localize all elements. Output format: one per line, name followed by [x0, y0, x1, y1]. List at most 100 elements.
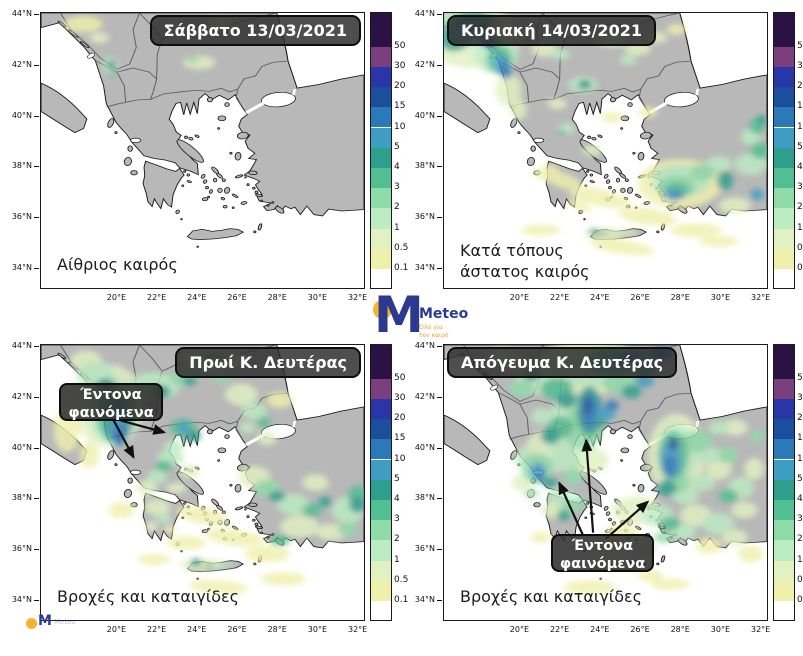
lon-tick-label: 24°E	[187, 293, 207, 302]
arrow-annotations	[112, 419, 167, 459]
colorbar-cell	[774, 580, 794, 601]
weather-note-line: Αίθριος καιρός	[57, 255, 178, 275]
lon-tick-label: 20°E	[106, 293, 127, 302]
colorbar-tick-label: 0.1	[394, 595, 409, 605]
lat-tick-label: 42°N	[11, 59, 32, 69]
colorbar-tick-label: 1	[394, 222, 400, 233]
lon-tick-label: 28°E	[670, 293, 690, 302]
colorbar-cell	[774, 269, 794, 288]
colorbar-tick-label: 0.5	[394, 574, 409, 585]
colorbar-tick-label: 1	[394, 554, 400, 565]
colorbar-cell	[774, 378, 794, 399]
colorbar-cell	[371, 580, 391, 601]
colorbar-tick-label: 10	[797, 121, 803, 132]
intense-arrow	[581, 438, 595, 533]
intense-label-line: φαινόμενα	[559, 556, 646, 573]
colorbar-cell	[371, 419, 391, 440]
lon-tick-label: 30°E	[710, 625, 731, 634]
weather-note-line: Κατά τόπους	[460, 241, 564, 261]
lon-tick-label: 32°E	[347, 625, 368, 634]
lat-tick	[34, 115, 39, 117]
lat-tick-label: 44°N	[11, 341, 32, 350]
lat-tick	[437, 549, 442, 551]
map-plot: Σάββατο 13/03/2021 Αίθριος καιρός	[40, 12, 365, 289]
lat-tick	[34, 346, 39, 347]
map-plot: Πρωί Κ. Δευτέρας Έντονα φαινόμενα Βροχές …	[40, 344, 365, 621]
colorbar-tick-label: 2	[797, 534, 803, 545]
lat-tick-label: 38°N	[414, 493, 435, 503]
precipitation-colorbar	[773, 344, 795, 621]
lat-tick	[34, 64, 39, 66]
colorbar-cell	[774, 87, 794, 108]
colorbar-tick-label: 30	[797, 392, 803, 403]
colorbar-tick-label: 0.1	[394, 263, 409, 273]
intense-phenomena-callout: Έντονα φαινόμενα	[551, 534, 654, 572]
colorbar-cell	[774, 540, 794, 561]
lon-tick-label: 24°E	[590, 625, 610, 634]
colorbar-tick-label: 30	[797, 60, 803, 71]
lon-tick-label: 22°E	[146, 293, 167, 302]
meteo-tagline-line2: τον καιρό	[419, 331, 449, 339]
colorbar-cell	[371, 147, 391, 168]
weather-note-line: Βροχές και καταιγίδες	[57, 587, 240, 607]
lat-tick-label: 44°N	[414, 341, 435, 350]
colorbar-cell	[774, 499, 794, 521]
forecast-panel-monday-afternoon: 44°N 42°N 40°N 38°N 36°N 34°N Απόγευμα Κ. Δευ…	[411, 341, 803, 646]
colorbar-tick-label: 4	[797, 493, 803, 504]
colorbar-tick-label: 5	[394, 141, 400, 152]
lon-tick-label: 32°E	[750, 293, 771, 302]
colorbar-cell	[371, 560, 391, 581]
lon-tick-label: 20°E	[509, 293, 530, 302]
colorbar-cell	[774, 601, 794, 620]
lat-tick	[34, 447, 39, 449]
lon-tick-label: 24°E	[590, 293, 610, 302]
colorbar-cell	[371, 439, 391, 460]
colorbar-tick-label: 30	[394, 60, 406, 71]
lat-tick-label: 36°N	[414, 544, 435, 554]
colorbar-cell	[371, 540, 391, 561]
colorbar-tick-label: 50	[394, 40, 406, 51]
colorbar-cell	[774, 248, 794, 269]
colorbar-cell	[371, 228, 391, 249]
lat-tick	[34, 498, 39, 500]
colorbar-tick-label: 50	[394, 372, 406, 383]
colorbar-tick-label: 20	[394, 413, 406, 424]
colorbar-tick-label: 5	[797, 473, 803, 484]
lon-tick-label: 26°E	[630, 625, 650, 634]
meteo-brand-text: Meteo	[54, 618, 76, 626]
colorbar-cell	[371, 167, 391, 189]
colorbar-tick-label: 3	[797, 514, 803, 525]
lon-tick-label: 28°E	[670, 625, 690, 634]
lat-tick-label: 42°N	[414, 59, 435, 69]
lat-tick	[34, 14, 39, 15]
colorbar-cell	[774, 345, 794, 379]
lat-tick	[437, 268, 442, 269]
colorbar-tick-label: 15	[797, 433, 803, 444]
weather-note-line: Βροχές και καταιγίδες	[460, 587, 643, 607]
colorbar-cell	[774, 479, 794, 500]
colorbar-tick-label: 20	[394, 81, 406, 92]
colorbar-tick-label: 2	[797, 202, 803, 213]
colorbar-cell	[371, 107, 391, 128]
weather-note: Κατά τόπους άστατος καιρός	[460, 241, 590, 283]
arrow-annotations	[41, 13, 364, 288]
weather-note-line: άστατος καιρός	[460, 262, 590, 282]
meteo-m-icon: M	[38, 613, 52, 629]
colorbar-cell	[774, 398, 794, 420]
colorbar-cell	[774, 208, 794, 229]
colorbar-tick-label: 20	[797, 413, 803, 424]
lat-tick-label: 34°N	[414, 595, 435, 604]
forecast-panel-monday-morning: 44°N 42°N 40°N 38°N 36°N 34°N Πρωί Κ. Δευτέρα…	[8, 341, 409, 646]
colorbar-tick-label: 0.5	[797, 242, 803, 253]
lat-tick	[437, 14, 442, 15]
map-plot: Απόγευμα Κ. Δευτέρας Έντονα φαινόμενα Βρο…	[443, 344, 768, 621]
arrow-annotations	[558, 438, 650, 540]
colorbar-cell	[371, 13, 391, 47]
colorbar-tick-label: 10	[394, 121, 406, 132]
lat-tick-label: 34°N	[414, 263, 435, 272]
colorbar-cell	[774, 13, 794, 47]
colorbar-tick-label: 2	[394, 202, 400, 213]
lat-tick-label: 44°N	[414, 9, 435, 18]
colorbar-tick-label: 0.1	[797, 595, 803, 605]
